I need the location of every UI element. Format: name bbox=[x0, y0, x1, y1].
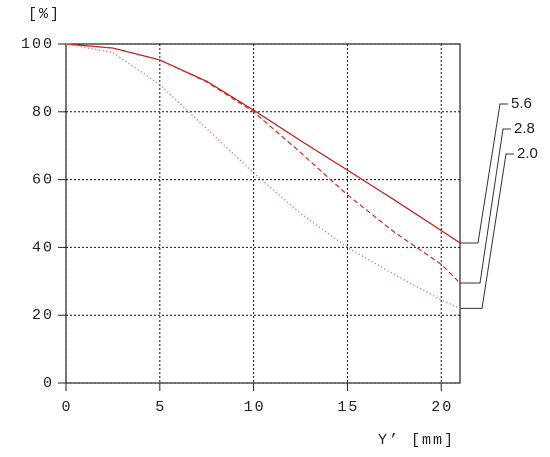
y-tick-label: 80 bbox=[32, 104, 54, 121]
y-tick-label: 0 bbox=[43, 375, 54, 392]
series-line bbox=[65, 43, 461, 244]
y-tick-label: 60 bbox=[32, 172, 54, 189]
x-tick-label: 0 bbox=[61, 399, 72, 416]
series-line bbox=[65, 43, 461, 284]
legend-connector bbox=[460, 103, 508, 244]
plot-frame bbox=[65, 43, 461, 384]
y-tick-label: 20 bbox=[32, 307, 54, 324]
legend-label: 5.6 bbox=[511, 95, 532, 112]
legend-label: 2.8 bbox=[514, 120, 535, 137]
x-tick-label: 20 bbox=[431, 399, 453, 416]
y-tick-label: 40 bbox=[32, 239, 54, 256]
x-tick-label: 15 bbox=[337, 399, 359, 416]
legend-connector bbox=[460, 153, 514, 309]
series-line bbox=[65, 43, 461, 310]
x-axis-label: Y’ [mm] bbox=[378, 432, 455, 449]
x-tick-label: 10 bbox=[244, 399, 266, 416]
x-tick-label: 5 bbox=[155, 399, 166, 416]
legend-label: 2.0 bbox=[517, 145, 538, 162]
y-tick-label: 100 bbox=[21, 36, 54, 53]
legend-connector bbox=[460, 128, 511, 284]
y-axis-label: [%] bbox=[28, 6, 61, 23]
